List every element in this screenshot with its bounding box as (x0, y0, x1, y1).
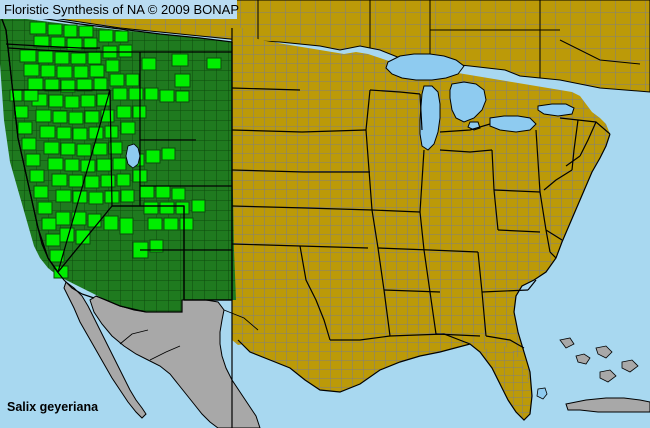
great-lakes (385, 53, 575, 151)
lake-okeechobee (536, 387, 548, 400)
page-title: Floristic Synthesis of NA © 2009 BONAP (4, 2, 240, 17)
lake-erie (489, 115, 537, 133)
mexico-border-line (95, 295, 183, 313)
west-state-outlines (0, 13, 233, 301)
bahamas (559, 337, 639, 383)
header-banner (0, 0, 237, 19)
species-name-label: Salix geyeriana (7, 400, 99, 414)
lake-superior (385, 53, 465, 81)
counties-present (9, 21, 222, 279)
cuba (565, 397, 650, 413)
mexico-internal-2 (149, 345, 181, 361)
mexico-internal-1 (223, 309, 259, 331)
region-canada (0, 0, 650, 93)
region-mexico-caribbean (63, 281, 650, 428)
great-salt-lake (125, 143, 141, 169)
lake-ontario (537, 103, 575, 117)
lake-huron (449, 81, 487, 123)
baja-california (63, 281, 147, 419)
mexico-internal-3 (119, 329, 149, 345)
